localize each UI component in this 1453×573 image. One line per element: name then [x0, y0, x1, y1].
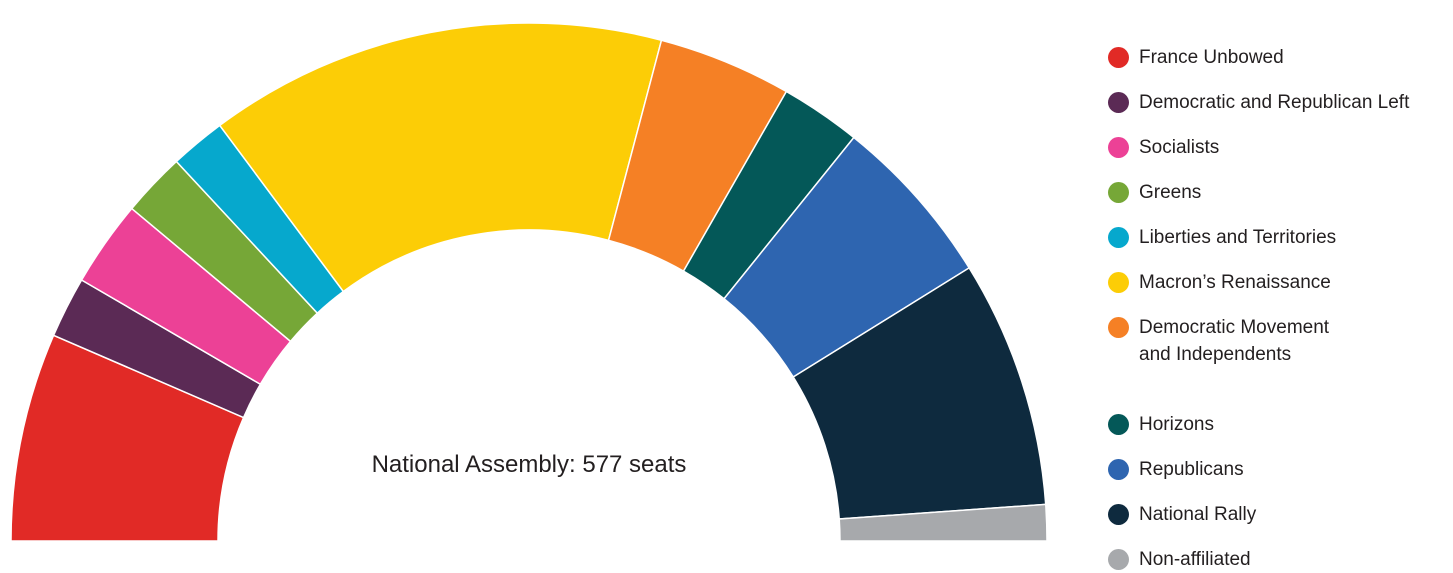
legend-swatch	[1108, 47, 1129, 68]
legend-item: France Unbowed	[1108, 44, 1448, 71]
legend-item: Horizons	[1108, 411, 1448, 438]
legend-item: Macron’s Renaissance	[1108, 269, 1448, 296]
legend-swatch	[1108, 317, 1129, 338]
legend-item: Democratic and Republican Left	[1108, 89, 1448, 116]
legend-swatch	[1108, 137, 1129, 158]
legend-item: Liberties and Territories	[1108, 224, 1448, 251]
legend-item: Socialists	[1108, 134, 1448, 161]
legend-swatch	[1108, 459, 1129, 480]
legend-label: Horizons	[1139, 414, 1214, 435]
legend-item: Democratic Movement and Independents	[1108, 314, 1448, 368]
legend-label: Socialists	[1139, 137, 1220, 158]
legend-item: Non-affiliated	[1108, 546, 1448, 573]
legend-label: Non-affiliated	[1139, 549, 1251, 570]
legend: France Unbowed Democratic and Republican …	[1108, 44, 1448, 573]
legend-swatch	[1108, 272, 1129, 293]
legend-label: Macron’s Renaissance	[1139, 272, 1331, 293]
legend-label: Democratic Movement and Independents	[1139, 317, 1330, 365]
legend-swatch	[1108, 549, 1129, 570]
legend-label: Greens	[1139, 182, 1202, 203]
legend-item: Greens	[1108, 179, 1448, 206]
legend-label: National Rally	[1139, 504, 1257, 525]
legend-label: Liberties and Territories	[1139, 227, 1337, 248]
legend-item: Republicans	[1108, 456, 1448, 483]
segment-10	[838, 503, 1048, 542]
legend-swatch	[1108, 92, 1129, 113]
legend-swatch	[1108, 182, 1129, 203]
legend-item: National Rally	[1108, 501, 1448, 528]
chart-title: National Assembly: 577 seats	[372, 451, 687, 478]
legend-swatch	[1108, 227, 1129, 248]
chart-segments	[10, 22, 1048, 542]
legend-swatch	[1108, 504, 1129, 525]
segment-5	[218, 22, 663, 293]
legend-label: France Unbowed	[1139, 47, 1284, 68]
legend-swatch	[1108, 414, 1129, 435]
legend-label: Democratic and Republican Left	[1139, 92, 1410, 113]
legend-label: Republicans	[1139, 459, 1244, 480]
